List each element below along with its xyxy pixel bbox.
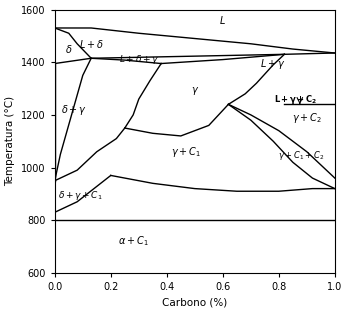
- Text: $\delta + \gamma$: $\delta + \gamma$: [61, 103, 87, 117]
- Text: $\gamma + C_1 + C_2$: $\gamma + C_1 + C_2$: [278, 149, 324, 162]
- Text: $\delta$: $\delta$: [65, 43, 72, 55]
- Text: $\mathbf{L + \gamma + C_2}$: $\mathbf{L + \gamma + C_2}$: [274, 93, 317, 106]
- Text: $L + \delta + \gamma$: $L + \delta + \gamma$: [119, 53, 159, 66]
- Text: $\delta + \gamma + C_1$: $\delta + \gamma + C_1$: [58, 189, 102, 202]
- Text: $L + \delta$: $L + \delta$: [79, 38, 104, 50]
- Text: $\alpha + C_1$: $\alpha + C_1$: [118, 234, 149, 248]
- Text: $\gamma + C_1$: $\gamma + C_1$: [171, 145, 201, 159]
- X-axis label: Carbono (%): Carbono (%): [162, 297, 227, 307]
- Text: $\gamma + C_2$: $\gamma + C_2$: [292, 110, 322, 125]
- Text: $\gamma$: $\gamma$: [191, 85, 199, 97]
- Y-axis label: Temperatura (°C): Temperatura (°C): [6, 96, 16, 186]
- Text: $L + \gamma$: $L + \gamma$: [260, 57, 286, 70]
- Text: $L$: $L$: [219, 14, 226, 26]
